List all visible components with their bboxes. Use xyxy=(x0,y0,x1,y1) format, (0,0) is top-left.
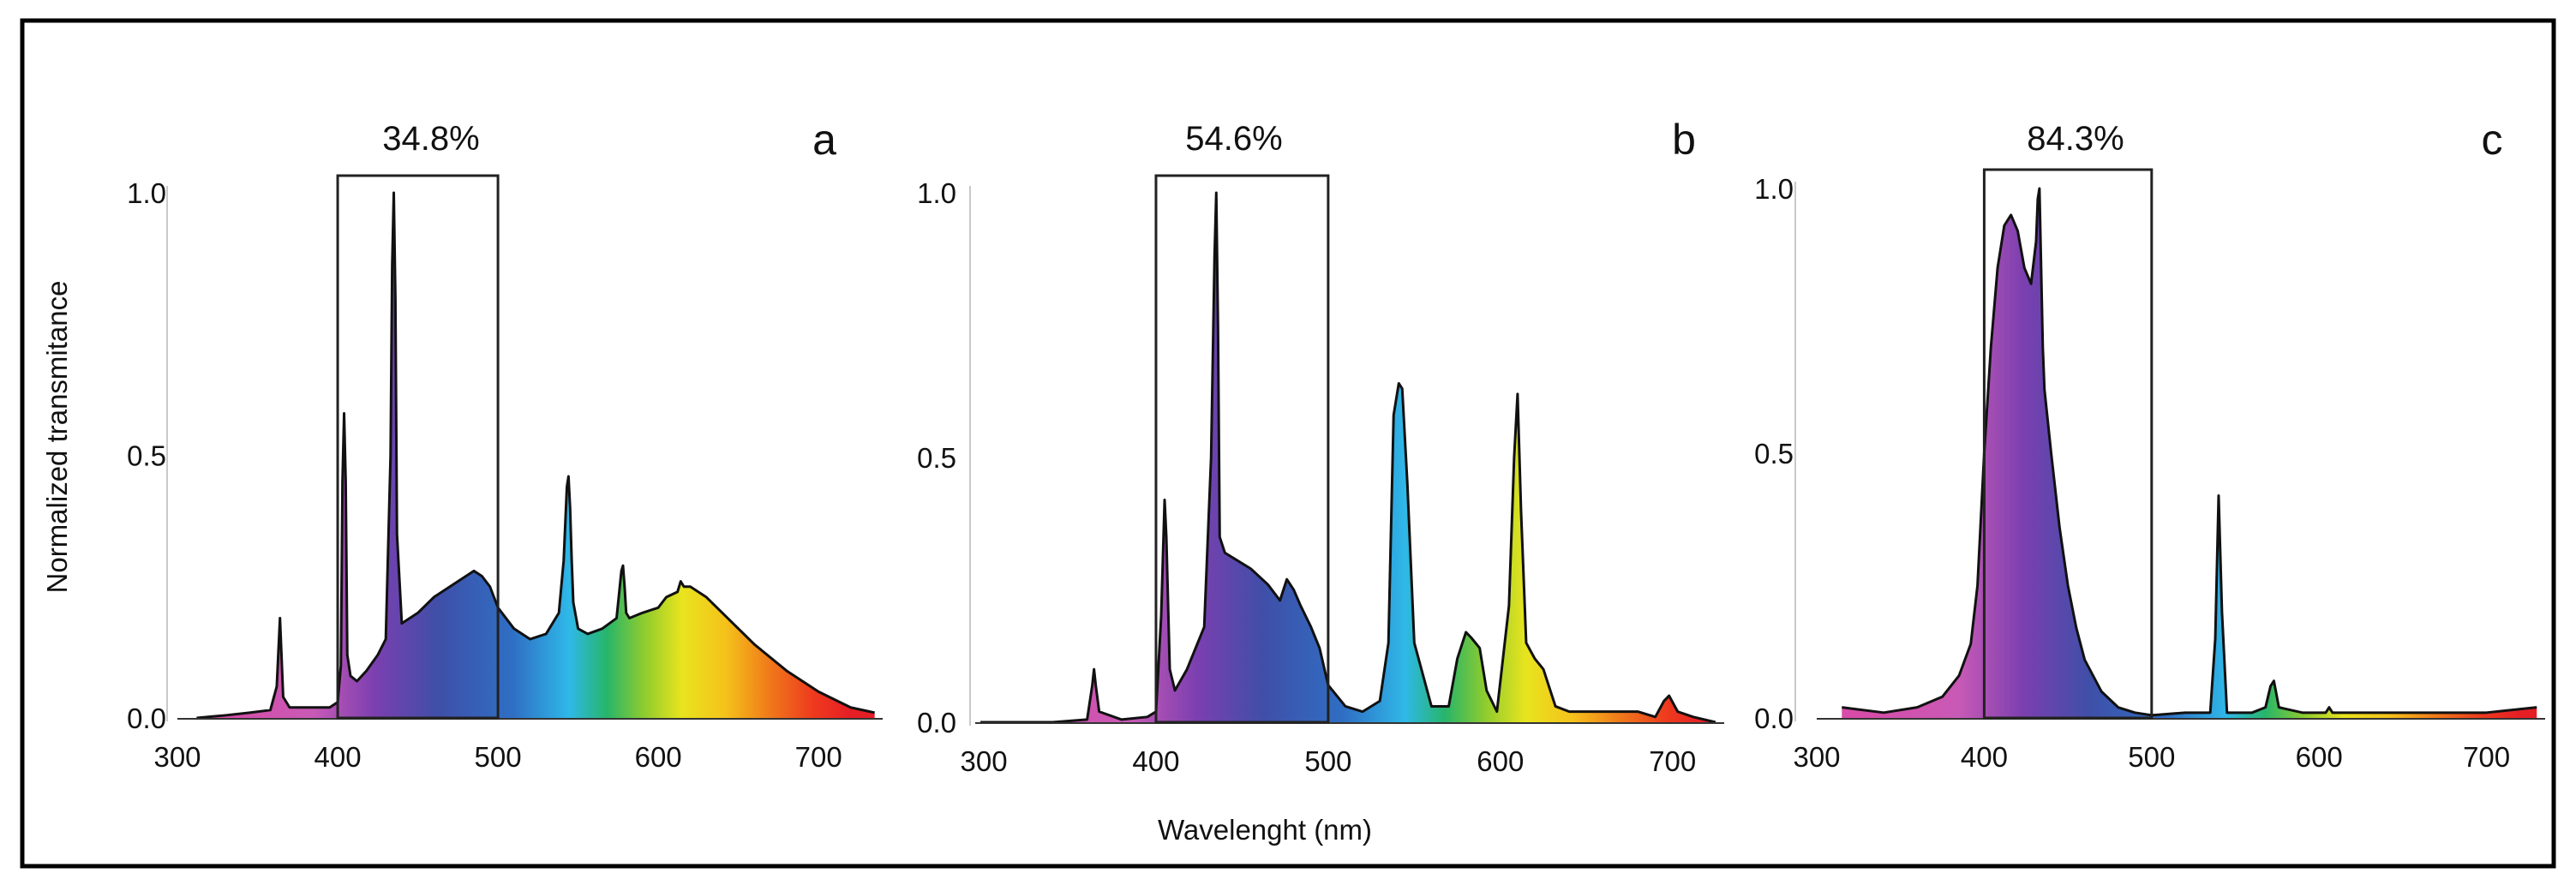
panel-letter: c xyxy=(2482,116,2503,164)
y-tick-label: 0.0 xyxy=(127,703,166,734)
panel-a: 34.8% a 300 400 500 600 700 0.0 0.5 1.0 xyxy=(127,116,883,773)
y-tick-label: 0.0 xyxy=(1754,703,1794,734)
panel-b: 54.6% b 300 400 500 600 700 0.0 0.5 1.0 xyxy=(917,116,1724,777)
y-axis-label: Normalized transmitance xyxy=(41,281,73,594)
figure-border xyxy=(20,18,2556,869)
panel-title: 34.8% xyxy=(382,120,479,158)
x-tick-label: 300 xyxy=(1793,741,1840,773)
y-tick-label: 0.5 xyxy=(1754,438,1794,469)
x-tick-label: 700 xyxy=(2463,741,2510,773)
y-tick-label: 0.0 xyxy=(917,707,956,739)
spectrum-line-b xyxy=(980,191,1716,724)
y-tick-label: 1.0 xyxy=(127,177,166,209)
x-tick-label: 700 xyxy=(795,741,842,773)
y-tick-label: 0.5 xyxy=(917,442,956,474)
y-tick-label: 0.5 xyxy=(127,440,166,472)
x-tick-label: 400 xyxy=(1961,741,2008,773)
x-tick-label: 300 xyxy=(153,741,201,773)
x-tick-label: 700 xyxy=(1649,745,1696,777)
panel-c: 84.3% c 300 400 500 600 700 0.0 0.5 1.0 xyxy=(1754,116,2545,773)
x-tick-label: 500 xyxy=(475,741,522,773)
x-tick-label: 600 xyxy=(1477,745,1524,777)
panel-letter: b xyxy=(1672,116,1696,164)
x-tick-label: 400 xyxy=(1132,745,1179,777)
x-tick-label: 600 xyxy=(635,741,682,773)
spectrum-line-a xyxy=(196,191,875,720)
spectrum-line-c xyxy=(1842,187,2537,717)
x-tick-label: 600 xyxy=(2296,741,2343,773)
panel-title: 54.6% xyxy=(1185,120,1282,158)
y-tick-label: 1.0 xyxy=(1754,173,1794,205)
x-tick-label: 300 xyxy=(961,745,1008,777)
highlight-box xyxy=(336,174,500,720)
spectrum-area-b xyxy=(980,193,1716,722)
panel-title: 84.3% xyxy=(2027,120,2124,158)
spectrum-area-c xyxy=(1842,188,2537,718)
panel-letter: a xyxy=(812,116,836,164)
highlight-box xyxy=(1154,174,1330,724)
y-tick-label: 1.0 xyxy=(917,177,956,209)
highlight-box xyxy=(1982,168,2154,720)
x-tick-label: 400 xyxy=(315,741,362,773)
x-tick-label: 500 xyxy=(1304,745,1351,777)
x-axis-label: Wavelenght (nm) xyxy=(1158,814,1372,846)
x-tick-label: 500 xyxy=(2128,741,2175,773)
